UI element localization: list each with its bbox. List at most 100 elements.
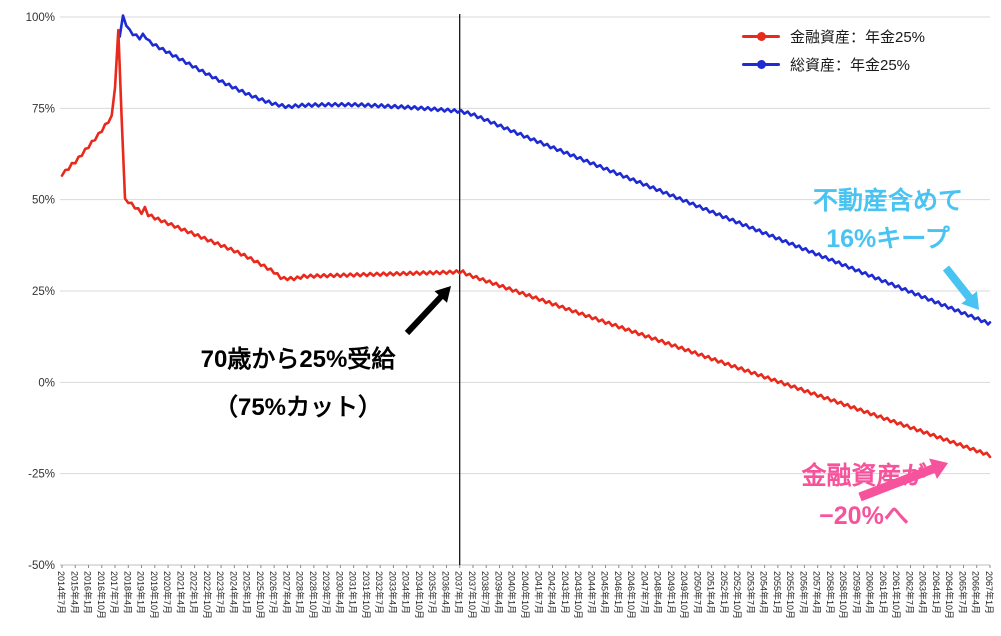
financial-assets-line	[60, 28, 992, 459]
x-tick-label: 2044年7月	[586, 571, 597, 614]
annotation-drop-line1: 金融資産が	[801, 462, 927, 490]
legend-label-total-assets: 総資産：年金25%	[790, 57, 911, 74]
x-tick-label: 2021年4月	[175, 571, 186, 614]
x-tick-label: 2043年1月	[560, 571, 571, 614]
x-tick-label: 2019年10月	[149, 571, 160, 619]
x-tick-label: 2025年1月	[242, 571, 253, 614]
x-tick-label: 2066年4月	[971, 571, 982, 614]
y-tick-label: 25%	[32, 286, 55, 298]
x-tick-label: 2064年1月	[931, 571, 942, 614]
x-tick-label: 2067年1月	[984, 571, 995, 614]
x-tick-label: 2036年4月	[440, 571, 451, 614]
x-tick-label: 2032年7月	[374, 571, 385, 614]
annotation-pension-note: 70歳から25%受給 （75%カット）	[168, 336, 428, 432]
x-tick-label: 2043年10月	[573, 571, 584, 619]
annotation-keep-note: 不動産含めて 16%キープ	[796, 182, 980, 258]
x-tick-label: 2046年10月	[626, 571, 637, 619]
x-tick-label: 2026年7月	[268, 571, 279, 614]
y-tick-label: -50%	[28, 560, 55, 572]
annotation-keep-line1: 不動産含めて	[812, 187, 963, 215]
y-tick-label: 75%	[32, 103, 55, 115]
x-tick-label: 2039年4月	[493, 571, 504, 614]
x-tick-label: 2034年10月	[414, 571, 425, 619]
x-tick-label: 2034年1月	[401, 571, 412, 614]
x-tick-label: 2052年1月	[719, 571, 730, 614]
x-tick-label: 2056年7月	[798, 571, 809, 614]
x-tick-label: 2050年7月	[692, 571, 703, 614]
drop-arrow	[858, 458, 948, 502]
x-tick-label: 2049年10月	[679, 571, 690, 619]
x-tick-label: 2016年1月	[83, 571, 94, 614]
x-tick-label: 2020年7月	[162, 571, 173, 614]
x-tick-label: 2054年4月	[759, 571, 770, 614]
x-tick-label: 2042年4月	[547, 571, 558, 614]
x-tick-label: 2061年1月	[878, 571, 889, 614]
x-tick-label: 2031年10月	[361, 571, 372, 619]
x-tick-label: 2065年7月	[957, 571, 968, 614]
x-tick-label: 2055年1月	[772, 571, 783, 614]
x-tick-label: 2045年4月	[600, 571, 611, 614]
x-tick-label: 2057年4月	[812, 571, 823, 614]
x-tick-label: 2037年10月	[467, 571, 478, 619]
x-tick-label: 2063年4月	[918, 571, 929, 614]
annotation-drop-line2: −20%へ	[819, 502, 909, 530]
x-tick-label: 2027年4月	[281, 571, 292, 614]
x-tick-label: 2025年10月	[255, 571, 266, 619]
y-tick-label: 0%	[38, 377, 55, 389]
x-tick-label: 2052年10月	[732, 571, 743, 619]
annotation-keep-line2: 16%キープ	[826, 225, 950, 253]
x-tick-label: 2024年4月	[228, 571, 239, 614]
keep-arrow	[942, 265, 979, 310]
x-tick-label: 2058年10月	[838, 571, 849, 619]
annotation-pension-line1: 70歳から25%受給	[200, 346, 396, 373]
x-tick-label: 2018年4月	[122, 571, 133, 614]
x-tick-label: 2047年7月	[639, 571, 650, 614]
x-tick-label: 2064年10月	[944, 571, 955, 619]
x-tick-label: 2058年1月	[825, 571, 836, 614]
x-tick-label: 2061年10月	[891, 571, 902, 619]
x-tick-label: 2015年4月	[69, 571, 80, 614]
x-tick-label: 2023年7月	[215, 571, 226, 614]
x-tick-label: 2053年7月	[745, 571, 756, 614]
x-tick-label: 2030年4月	[334, 571, 345, 614]
x-tick-label: 2051年4月	[706, 571, 717, 614]
legend-item-total-assets: 総資産：年金25%	[742, 54, 925, 75]
x-tick-label: 2035年7月	[427, 571, 438, 614]
annotation-pension-line2: （75%カット）	[213, 394, 383, 421]
x-tick-label: 2017年7月	[109, 571, 120, 614]
pension-arrow	[404, 286, 451, 336]
x-tick-label: 2019年1月	[136, 571, 147, 614]
x-tick-label: 2060年4月	[865, 571, 876, 614]
x-tick-label: 2014年7月	[56, 571, 67, 614]
annotation-drop-note: 金融資産が −20%へ	[766, 456, 962, 536]
x-tick-label: 2029年7月	[321, 571, 332, 614]
chart-legend: 金融資産：年金25% 総資産：年金25%	[742, 26, 925, 82]
x-tick-label: 2041年7月	[533, 571, 544, 614]
x-tick-label: 2040年1月	[507, 571, 518, 614]
x-tick-label: 2055年10月	[785, 571, 796, 619]
x-tick-label: 2038年7月	[480, 571, 491, 614]
x-tick-label: 2031年1月	[348, 571, 359, 614]
x-tick-label: 2022年10月	[202, 571, 213, 619]
x-tick-label: 2059年7月	[851, 571, 862, 614]
x-tick-label: 2062年7月	[904, 571, 915, 614]
y-tick-label: 50%	[32, 195, 55, 207]
x-tick-label: 2046年1月	[613, 571, 624, 614]
x-tick-label: 2040年10月	[520, 571, 531, 619]
legend-label-financial-assets: 金融資産：年金25%	[790, 29, 926, 46]
legend-marker-red	[742, 32, 780, 41]
x-tick-label: 2048年4月	[653, 571, 664, 614]
x-tick-label: 2028年1月	[295, 571, 306, 614]
legend-marker-blue	[742, 60, 780, 69]
total-assets-line	[118, 14, 992, 326]
legend-item-financial-assets: 金融資産：年金25%	[742, 26, 925, 47]
x-tick-label: 2028年10月	[308, 571, 319, 619]
x-tick-label: 2016年10月	[96, 571, 107, 619]
y-tick-label: 100%	[26, 12, 55, 24]
x-tick-label: 2037年1月	[454, 571, 465, 614]
y-tick-label: -25%	[28, 469, 55, 481]
x-tick-label: 2022年1月	[189, 571, 200, 614]
x-tick-label: 2049年1月	[666, 571, 677, 614]
